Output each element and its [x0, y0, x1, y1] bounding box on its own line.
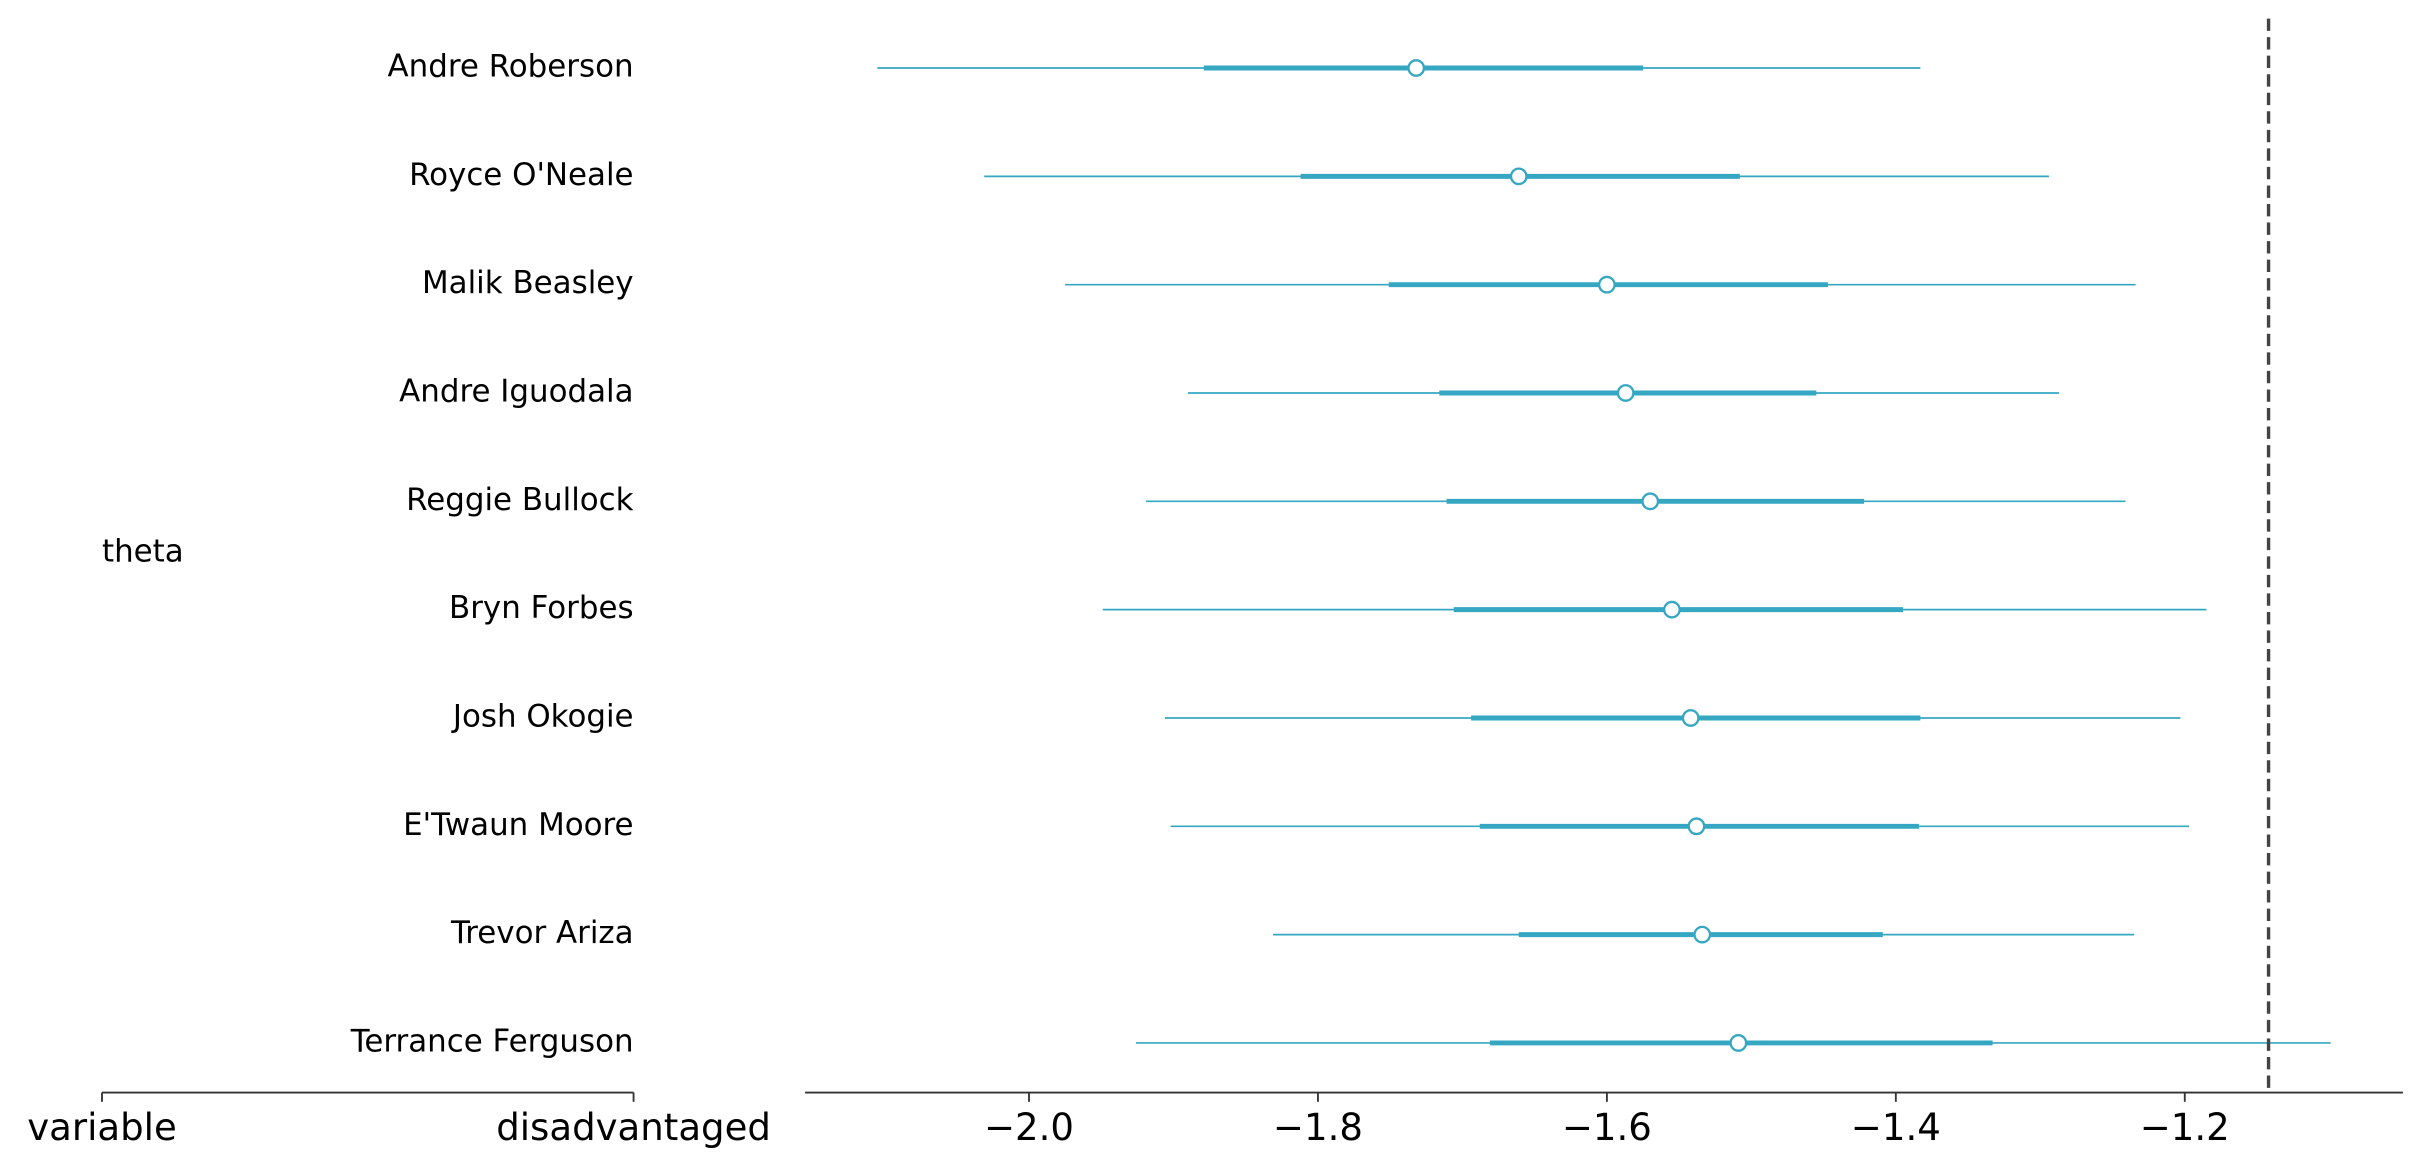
- x-tick-label: −1.8: [1273, 1106, 1363, 1149]
- label-column-header: disadvantaged: [496, 1106, 771, 1149]
- median-point: [1641, 492, 1660, 511]
- row-label: Terrance Ferguson: [350, 1023, 634, 1059]
- median-point: [1729, 1034, 1748, 1052]
- median-point: [1663, 600, 1681, 619]
- group-label: theta: [102, 534, 184, 570]
- row-label: Royce O'Neale: [409, 157, 634, 193]
- label-column-header: variable: [27, 1106, 177, 1149]
- x-tick-label: −2.0: [984, 1106, 1074, 1149]
- median-point: [1616, 384, 1635, 402]
- median-point: [1598, 275, 1616, 294]
- median-point: [1681, 709, 1700, 727]
- median-point: [1509, 167, 1528, 186]
- row-label: Trevor Ariza: [450, 915, 634, 951]
- row-label: Reggie Bullock: [406, 482, 634, 518]
- x-tick-label: −1.6: [1562, 1106, 1652, 1149]
- row-label: E'Twaun Moore: [403, 807, 633, 843]
- row-label: Bryn Forbes: [449, 590, 634, 626]
- median-point: [1687, 817, 1706, 836]
- median-point: [1407, 59, 1426, 77]
- median-point: [1693, 925, 1712, 944]
- row-label: Andre Iguodala: [399, 373, 633, 409]
- row-label: Josh Okogie: [451, 698, 634, 734]
- x-tick-label: −1.4: [1851, 1106, 1941, 1149]
- row-label: Andre Roberson: [388, 49, 634, 85]
- x-tick-label: −1.2: [2140, 1106, 2230, 1149]
- row-label: Malik Beasley: [422, 265, 634, 301]
